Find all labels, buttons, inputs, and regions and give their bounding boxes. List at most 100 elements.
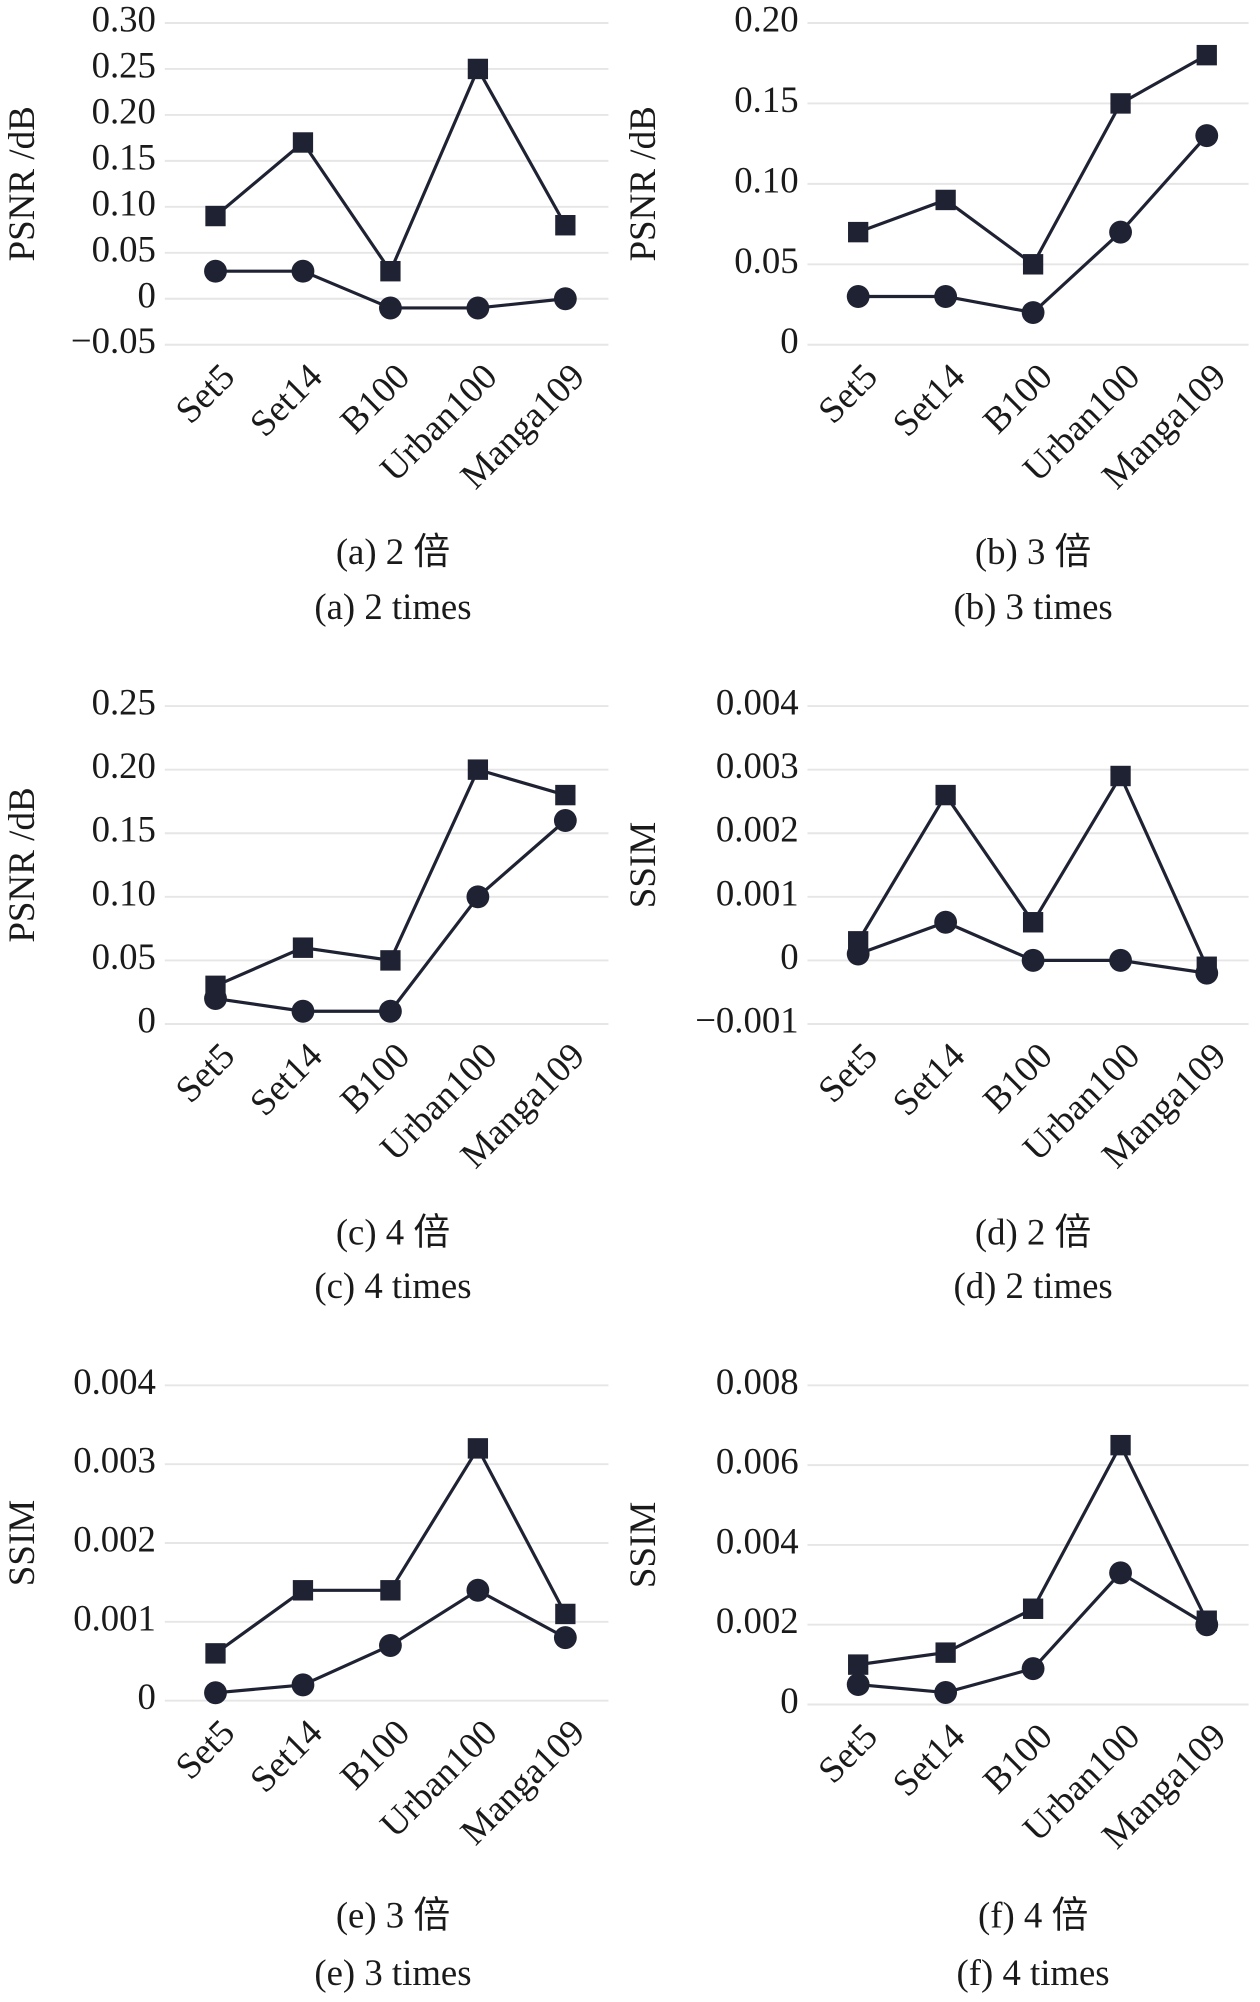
square-marker <box>848 221 869 243</box>
series-line <box>857 1441 1209 1667</box>
y-tick-label: 0.003 <box>73 1440 156 1481</box>
x-tick-label: Set5 <box>167 355 242 431</box>
circle-marker <box>934 1681 958 1705</box>
y-tick-label: −0.05 <box>71 320 156 361</box>
square-marker <box>292 132 314 153</box>
circle-marker <box>466 296 490 320</box>
y-tick-label: 0.25 <box>92 681 156 722</box>
x-tick-label: Set14 <box>242 1035 330 1124</box>
caption: (f) 4 times <box>957 1952 1110 1994</box>
square-marker <box>380 260 401 282</box>
circle-marker <box>553 1626 577 1650</box>
circle-marker <box>934 910 958 934</box>
x-tick-label: Set14 <box>884 355 972 444</box>
y-tick-label: 0.20 <box>92 90 156 131</box>
y-tick-label: 0.001 <box>73 1597 156 1638</box>
series-line <box>857 53 1208 267</box>
y-tick-label: 0.30 <box>92 0 156 40</box>
y-tick-label: 0.25 <box>92 44 156 85</box>
y-axis-label: PSNR /dB <box>1 106 42 261</box>
x-tick-label: Set5 <box>167 1035 242 1111</box>
circle-marker <box>291 1673 315 1697</box>
circle-marker <box>466 885 490 909</box>
x-tick-label: Set5 <box>167 1711 242 1787</box>
circle-marker <box>1021 948 1045 972</box>
y-tick-label: 0.10 <box>734 159 798 200</box>
circle-marker <box>1109 1561 1132 1585</box>
square-marker <box>1022 1598 1044 1619</box>
x-tick-label: Set5 <box>810 1035 885 1111</box>
square-marker <box>205 205 226 227</box>
circle-marker <box>1195 961 1219 985</box>
circle-marker <box>1109 220 1132 244</box>
subplot: −0.001 0 0.001 0.002 0.003 0.004 SSIM Set5 Set14… <box>622 681 1249 1307</box>
square-marker <box>380 950 401 971</box>
circle-marker <box>934 284 958 308</box>
square-marker <box>467 58 489 80</box>
y-tick-label: −0.001 <box>695 999 798 1040</box>
square-marker <box>292 937 314 958</box>
x-tick-label: Set14 <box>884 1035 972 1124</box>
y-tick-label: 0.05 <box>734 240 798 281</box>
y-tick-label: 0.004 <box>716 681 799 722</box>
caption: (c) 4 倍 <box>336 1211 450 1253</box>
square-marker <box>1110 93 1131 114</box>
y-tick-label: 0 <box>138 1676 156 1717</box>
y-tick-label: 0 <box>780 320 798 361</box>
square-marker <box>205 1643 226 1664</box>
y-tick-label: 0.006 <box>716 1440 799 1481</box>
square-marker <box>555 784 576 806</box>
square-marker <box>1110 1434 1131 1456</box>
circle-marker <box>291 259 315 283</box>
y-tick-label: 0 <box>138 274 156 315</box>
y-tick-label: 0.008 <box>716 1361 799 1402</box>
square-marker <box>935 189 956 211</box>
x-tick-label: Set5 <box>810 1715 885 1791</box>
y-tick-label: 0.20 <box>92 745 156 786</box>
y-tick-label: 0 <box>138 999 156 1040</box>
square-marker <box>935 784 956 806</box>
circle-marker <box>466 1578 490 1602</box>
circle-marker <box>846 284 870 308</box>
circle-marker <box>553 809 577 833</box>
circle-marker <box>846 1673 870 1697</box>
x-tick-label: Set5 <box>810 355 885 431</box>
circle-marker <box>1195 1613 1219 1637</box>
square-marker <box>1022 912 1044 933</box>
circle-marker <box>379 999 402 1023</box>
y-tick-label: 0.002 <box>716 1600 799 1641</box>
circle-marker <box>553 287 577 311</box>
y-tick-label: 0.15 <box>734 79 798 120</box>
caption: (e) 3 倍 <box>336 1894 450 1936</box>
circle-marker <box>204 987 227 1011</box>
series-line <box>856 772 1209 968</box>
circle-marker <box>379 296 402 320</box>
square-marker <box>380 1580 401 1601</box>
y-tick-label: 0.001 <box>716 872 799 913</box>
subplot: −0.05 0 0.05 0.10 0.15 0.20 0.250.30 PSNR /dB Se… <box>1 0 609 628</box>
caption: (e) 3 times <box>314 1952 471 1994</box>
y-axis-label: SSIM <box>1 1500 42 1586</box>
series-line <box>215 819 567 1013</box>
y-tick-label: 0.004 <box>716 1520 799 1561</box>
square-marker <box>467 1438 489 1459</box>
circle-marker <box>846 942 870 966</box>
square-marker <box>848 1654 869 1675</box>
caption: (b) 3 times <box>954 586 1113 628</box>
y-axis-label: SSIM <box>622 822 663 908</box>
series-line <box>858 134 1208 315</box>
y-tick-label: 0.20 <box>734 0 798 40</box>
y-tick-label: 0.05 <box>92 228 156 269</box>
y-tick-label: 0 <box>780 936 798 977</box>
x-tick-label: Set14 <box>884 1715 972 1804</box>
series-line <box>214 65 567 275</box>
circle-marker <box>204 1681 227 1705</box>
y-tick-label: 0.10 <box>92 872 156 913</box>
circle-marker <box>291 999 315 1023</box>
caption: (c) 4 times <box>314 1265 471 1307</box>
x-tick-label: Set14 <box>242 1711 330 1800</box>
